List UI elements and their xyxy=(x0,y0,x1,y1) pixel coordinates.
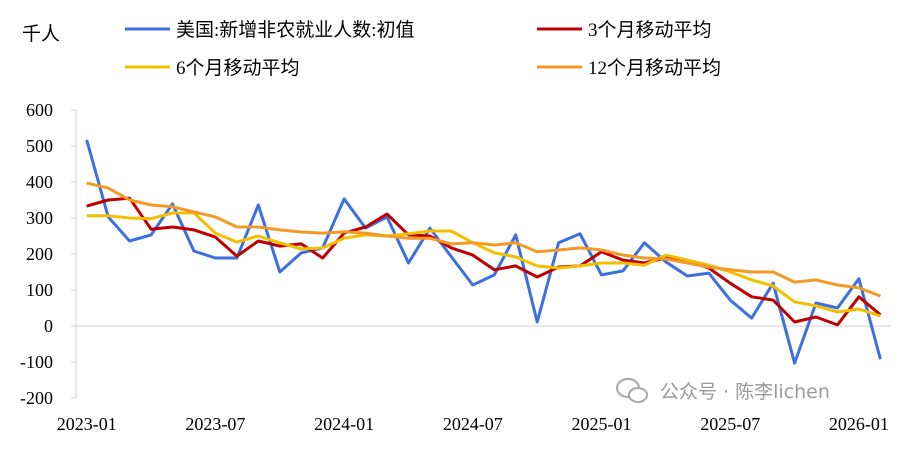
x-tick-label: 2025-01 xyxy=(572,414,632,434)
x-tick-label: 2025-07 xyxy=(700,414,760,434)
y-tick-label: 300 xyxy=(26,208,53,228)
y-tick-label: 200 xyxy=(26,244,53,264)
x-tick-label: 2023-07 xyxy=(185,414,245,434)
x-tick-label: 2024-01 xyxy=(314,414,374,434)
wechat-icon xyxy=(616,378,648,403)
y-tick-label: 600 xyxy=(26,100,53,120)
legend-label: 美国:新增非农就业人数:初值 xyxy=(176,19,415,41)
y-tick-label: 400 xyxy=(26,172,53,192)
x-tick-label: 2026-01 xyxy=(829,414,889,434)
y-unit-label: 千人 xyxy=(22,23,60,45)
legend-label: 3个月移动平均 xyxy=(588,19,712,41)
series-line-3 xyxy=(86,181,881,298)
x-tick-label: 2023-01 xyxy=(57,414,117,434)
y-tick-label: -100 xyxy=(20,352,53,372)
legend: 美国:新增非农就业人数:初值 3个月移动平均 6个月移动平均 12个月移动平均 xyxy=(125,19,721,79)
y-tick-label: 100 xyxy=(26,280,53,300)
legend-label: 12个月移动平均 xyxy=(588,57,721,79)
series-group xyxy=(85,139,882,365)
series-line-1 xyxy=(86,196,882,327)
legend-label: 6个月移动平均 xyxy=(176,57,300,79)
y-tick-label: 0 xyxy=(44,316,53,336)
watermark-text: 公众号 · 陈李lichen xyxy=(660,381,830,403)
y-tick-label: -200 xyxy=(20,388,53,408)
x-tick-label: 2024-07 xyxy=(443,414,503,434)
watermark: 公众号 · 陈李lichen xyxy=(616,378,830,403)
series-line-0 xyxy=(85,139,882,365)
y-tick-label: 500 xyxy=(26,136,53,156)
series-line-2 xyxy=(86,211,881,318)
